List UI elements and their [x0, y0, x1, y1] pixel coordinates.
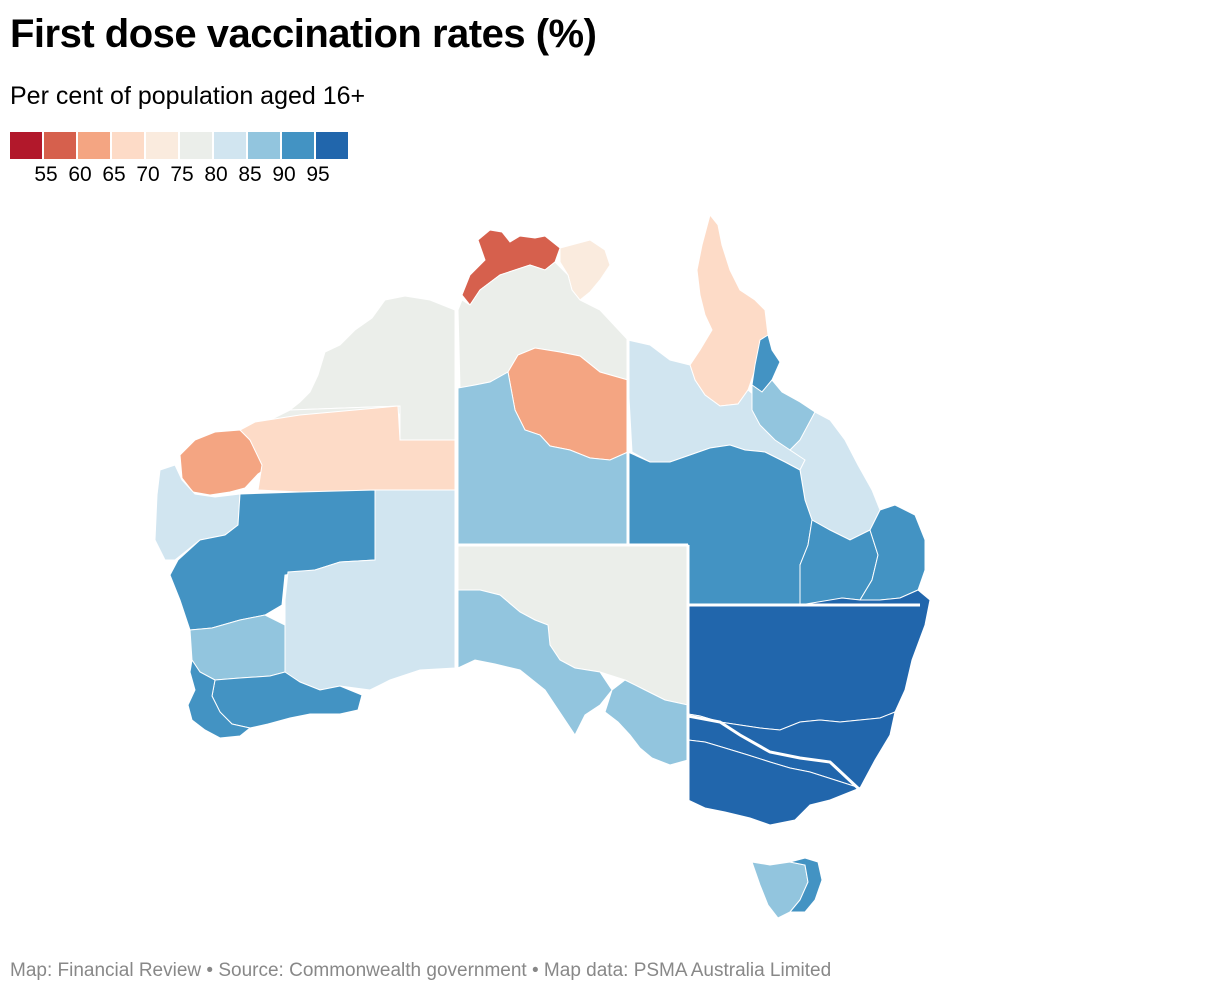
map-subtitle: Per cent of population aged 16+: [10, 82, 366, 110]
legend-tick-85: 85: [238, 163, 262, 186]
legend-swatch-8: [282, 132, 314, 159]
region-wa-pilbara-north: [288, 295, 456, 441]
legend-swatch-1: [44, 132, 76, 159]
legend-swatch-6: [214, 132, 246, 159]
legend-tick-80: 80: [204, 163, 228, 186]
legend-swatch-2: [78, 132, 110, 159]
region-vic: [687, 739, 862, 826]
region-nt-arnhem: [559, 239, 611, 301]
australia-choropleth-map: [154, 213, 931, 919]
region-sa-eyre: [457, 589, 613, 736]
legend-tick-65: 65: [102, 163, 126, 186]
region-wa-southwest: [187, 658, 252, 739]
region-tas-east: [788, 857, 823, 913]
legend-swatch-3: [112, 132, 144, 159]
legend-tick-75: 75: [170, 163, 194, 186]
legend-tick-60: 60: [68, 163, 92, 186]
legend-swatch-5: [180, 132, 212, 159]
state-borders: [455, 306, 920, 800]
region-sa-adelaide: [604, 679, 689, 766]
map-title: First dose vaccination rates (%): [10, 12, 597, 56]
region-nsw-far-west: [687, 589, 931, 731]
legend-swatch-7: [248, 132, 280, 159]
legend-tick-55: 55: [34, 163, 58, 186]
color-legend: 55 60 65 70 75 80 85 90 95: [10, 132, 350, 192]
legend-swatches: [10, 132, 350, 159]
legend-swatch-4: [146, 132, 178, 159]
legend-tick-95: 95: [306, 163, 330, 186]
legend-swatch-0: [10, 132, 42, 159]
map-footer-source: Map: Financial Review • Source: Commonwe…: [10, 960, 832, 981]
legend-tick-70: 70: [136, 163, 160, 186]
legend-tick-90: 90: [272, 163, 296, 186]
region-wa-pilbara-east: [239, 405, 456, 493]
legend-swatch-9: [316, 132, 348, 159]
